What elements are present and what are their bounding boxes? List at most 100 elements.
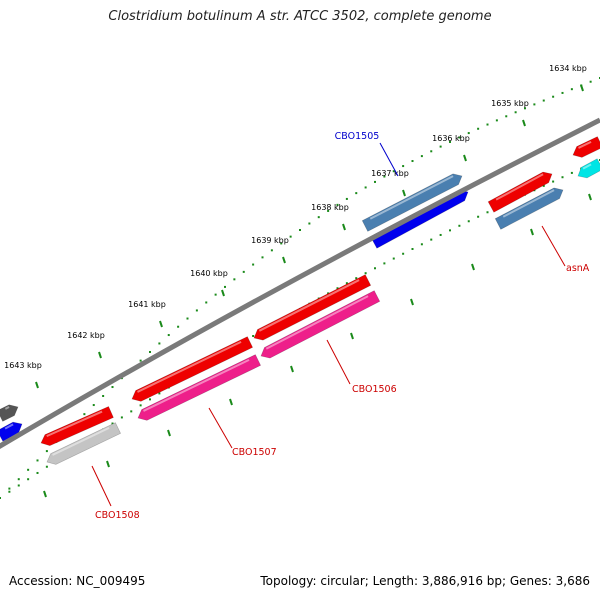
cds-feature[interactable] [0, 421, 23, 442]
kbp-tick-label: 1634 kbp [549, 64, 587, 73]
tick-dot [195, 309, 198, 312]
kbp-major-tick [463, 154, 467, 162]
accession-text: Accession: NC_009495 [9, 574, 146, 588]
tick-dot [158, 392, 161, 395]
kbp-tick-label: 1636 kbp [432, 134, 470, 143]
tick-dot [561, 91, 564, 94]
cds-feature[interactable] [487, 171, 553, 213]
tick-dot [233, 278, 236, 281]
tick-dot [589, 80, 592, 83]
tick-dot [411, 160, 414, 163]
tick-dot [458, 224, 461, 227]
tick-dot [186, 317, 189, 320]
cds-feature[interactable] [260, 290, 381, 359]
kbp-tick-label: 1642 kbp [67, 331, 105, 340]
tick-dot [92, 404, 95, 407]
kbp-major-tick [522, 119, 526, 127]
gene-label[interactable]: CBO1506 [352, 384, 397, 395]
cds-feature[interactable] [361, 173, 463, 232]
tick-dot [17, 484, 20, 487]
tick-dot [336, 287, 339, 290]
cds-feature[interactable] [46, 422, 121, 465]
tick-dot [308, 222, 311, 225]
tick-dot [252, 335, 255, 338]
tick-dot [336, 203, 339, 206]
tick-dot [8, 490, 11, 493]
kbp-major-tick [229, 398, 233, 406]
tick-dot [17, 478, 20, 481]
gene-label-layer: CBO1505 asnA CBO1506 CBO1507 CBO1508 [91, 131, 590, 521]
kbp-major-tick [43, 490, 47, 498]
cds-feature[interactable] [577, 158, 600, 179]
cds-highlight [137, 340, 242, 393]
tick-dot [392, 257, 395, 260]
tick-dot [420, 243, 423, 246]
cds-feature[interactable] [0, 404, 19, 422]
kbp-tick-label: 1635 kbp [491, 99, 529, 108]
tick-dot [364, 272, 367, 275]
kbp-major-tick [282, 256, 286, 264]
tick-dot [224, 285, 226, 288]
kbp-tick-label: 1637 kbp [371, 169, 409, 178]
kbp-tick-label: 1638 kbp [311, 203, 349, 212]
cds-highlight [4, 406, 10, 410]
kbp-major-tick [35, 381, 39, 389]
tick-dot [439, 233, 442, 236]
genome-backbone [0, 117, 600, 449]
tick-dot [374, 180, 376, 183]
cds-feature[interactable] [137, 354, 262, 421]
tick-dot [467, 132, 470, 135]
cds-feature[interactable] [253, 274, 372, 341]
tick-dot [383, 175, 386, 178]
tick-dot [411, 247, 414, 250]
tick-dot [374, 267, 376, 270]
gene-label[interactable]: CBO1508 [95, 510, 140, 521]
cds-feature[interactable] [131, 336, 254, 402]
tick-dot [402, 165, 405, 168]
tick-dot [205, 301, 208, 304]
tick-dot [364, 186, 367, 189]
tick-dot [214, 293, 217, 296]
kbp-major-tick [98, 351, 102, 359]
gene-label[interactable]: asnA [566, 263, 590, 274]
tick-dot [252, 263, 255, 266]
tick-dot [392, 170, 395, 173]
gene-label[interactable]: CBO1507 [232, 447, 277, 458]
tick-dot [177, 325, 180, 328]
tick-dot [8, 487, 11, 490]
tick-dot [36, 471, 39, 474]
cds-feature[interactable] [494, 187, 564, 230]
tick-dot [355, 277, 358, 280]
kbp-major-tick [342, 223, 346, 231]
tick-dot [242, 270, 245, 273]
cds-highlight [578, 140, 592, 149]
tick-dot [449, 229, 451, 232]
cds-feature[interactable] [40, 406, 114, 446]
kbp-label-layer: 1634 kbp 1635 kbp 1636 kbp 1637 kbp 1638 kbp… [4, 64, 592, 498]
cds-highlight [52, 426, 110, 456]
kbp-major-tick [221, 289, 225, 297]
tick-dot [477, 127, 480, 130]
cds-highlight [46, 410, 103, 438]
kbp-tick-label: 1643 kbp [4, 361, 42, 370]
cds-highlight [265, 295, 369, 350]
cds-feature[interactable] [572, 136, 600, 158]
tick-dot [261, 256, 264, 259]
tick-dot [430, 150, 433, 153]
tick-dot [27, 478, 30, 481]
tick-dot [458, 136, 461, 139]
cds-highlight [4, 423, 14, 430]
gene-leader-line [91, 465, 112, 507]
tick-dot [467, 220, 470, 223]
tick-dot [299, 229, 301, 231]
tick-dot [111, 386, 114, 389]
gene-label[interactable]: CBO1505 [335, 131, 380, 142]
tick-dot [570, 171, 573, 174]
tick-dot [139, 404, 142, 407]
tick-dot [383, 262, 386, 265]
tick-dot [570, 88, 573, 91]
feature-layer [0, 136, 600, 465]
tick-dot [139, 359, 142, 362]
gene-leader-line [541, 225, 566, 267]
